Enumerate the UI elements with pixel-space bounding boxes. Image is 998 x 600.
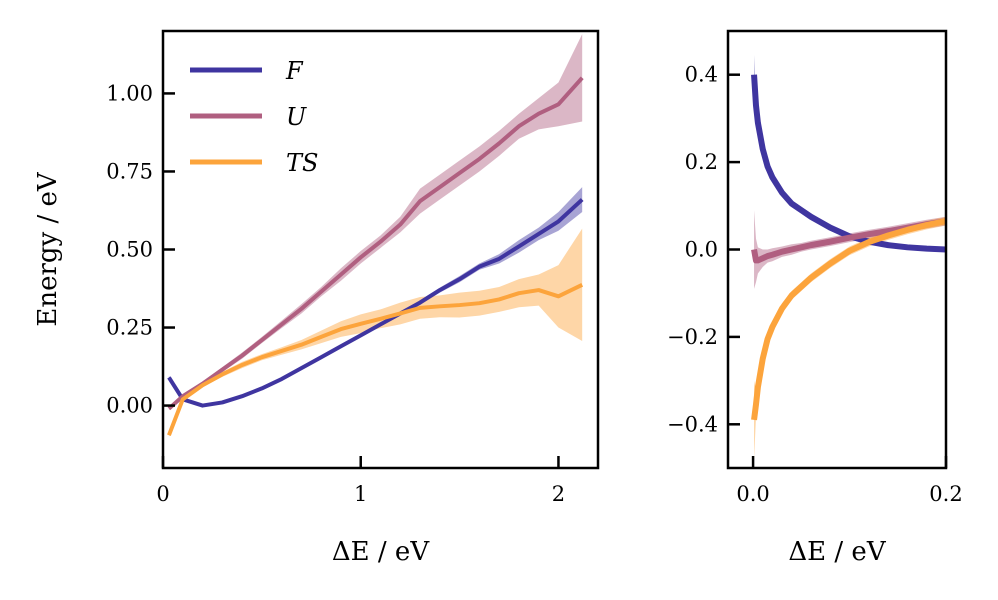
legend-label-1: U [286,103,307,131]
y-tick-label: −0.2 [667,325,718,349]
series-1-line [167,76,584,411]
left-panel: 0 1 2 0.00 0.25 0.50 0.75 1.00 ΔE / eV Energy / e… [33,29,600,567]
legend-label-2: TS [286,149,318,177]
y-tick-label: 0.00 [106,394,153,418]
x-axis-label: ΔE / eV [788,537,886,567]
series-0-line [167,198,584,408]
x-axis-label: ΔE / eV [332,537,430,567]
x-tick-label: 1 [354,482,367,506]
series-2-line [167,282,584,436]
y-tick-label: 0.25 [106,316,153,340]
x-tick-label: 0.0 [736,482,769,506]
plot-area [751,55,946,460]
right-panel: 0.0 0.2 −0.4 −0.2 0.0 0.2 0.4 ΔE / eV [667,29,963,567]
plot-area [167,34,584,437]
series-1-band [168,34,583,411]
legend-label-0: F [285,57,304,85]
series-2-line [751,218,946,421]
y-axis-label: Energy / eV [33,171,63,327]
x-tick-label: 0.2 [929,482,962,506]
y-tick-label: 0.75 [106,159,153,183]
y-tick-label: 0.50 [106,238,153,262]
x-tick-label: 2 [552,482,565,506]
y-tick-label: 0.4 [685,63,718,87]
y-tick-label: 1.00 [106,81,153,105]
series-1-line [751,218,946,264]
y-tick-label: 0.0 [685,238,718,262]
y-tick-label: −0.4 [667,412,718,436]
series-0-line [751,74,946,253]
x-tick-label: 0 [156,482,169,506]
legend: FU TS [190,57,318,177]
series-2-band [168,228,583,437]
y-tick-label: 0.2 [685,150,718,174]
